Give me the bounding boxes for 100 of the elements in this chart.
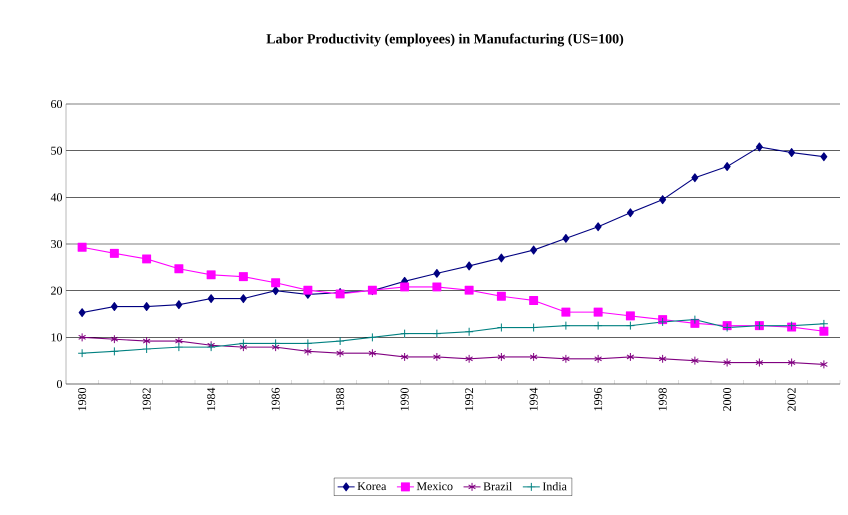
point [820,360,828,369]
point [691,173,698,182]
point [466,261,473,270]
point [142,254,152,264]
point [819,326,828,336]
point [562,234,570,243]
point [110,346,119,356]
y-tick-label: 40 [50,193,62,202]
point [174,264,184,274]
point [110,302,118,312]
point [561,321,570,330]
point [175,300,182,310]
x-tick-label: 2002 [788,388,796,411]
point [690,315,700,324]
point [755,358,764,368]
point [497,352,506,362]
point [238,272,248,282]
point [626,321,635,330]
point [820,152,828,162]
y-tick-label: 0 [56,380,62,388]
point [498,254,505,262]
point [303,286,312,295]
point [594,308,603,317]
point [142,344,152,354]
point [400,282,410,292]
point [78,348,87,358]
point [594,222,602,232]
point [723,358,732,368]
point [529,296,538,305]
point [756,142,763,152]
y-tick-label: 30 [51,240,62,248]
point [562,354,570,364]
point [174,342,184,352]
legend-label: Korea [358,482,386,490]
point [400,329,410,338]
point [658,354,667,364]
point [368,348,376,358]
point [432,329,442,338]
point [110,248,119,258]
point [143,302,150,312]
point [433,268,440,278]
x-tick-label: 2000 [723,388,732,411]
point [238,338,248,348]
point [788,148,796,158]
point [78,332,86,342]
point [530,246,538,255]
point [465,354,474,364]
point [626,208,634,218]
legend-label: Mexico [416,482,453,490]
point [142,336,151,346]
point [303,338,312,348]
point [240,294,247,304]
point [724,162,731,172]
point [110,334,118,344]
y-tick-label: 20 [51,286,62,295]
point [336,348,344,358]
legend-label: India [542,482,567,490]
point [594,354,602,364]
x-tick-label: 1992 [465,388,474,410]
point [368,332,377,342]
point [272,286,280,296]
x-tick-label: 1994 [530,388,538,410]
point [496,292,506,301]
point [690,356,699,366]
point [464,327,474,336]
x-tick-label: 1980 [78,388,86,410]
point [819,319,828,328]
x-tick-label: 1996 [594,388,602,410]
x-tick-label: 1982 [142,388,151,410]
y-tick-label: 60 [51,100,62,108]
y-tick-label: 10 [52,333,62,342]
x-tick-label: 1986 [272,388,280,410]
point [626,352,634,362]
x-tick-label: 1990 [400,388,409,410]
point [594,321,603,330]
y-tick-label: 50 [51,146,62,155]
chart-title: Labor Productivity (employees) in Manufacturing (US=100) [266,34,624,46]
point [336,336,345,346]
point [271,278,280,288]
point [432,352,441,362]
point [432,282,442,292]
point [659,195,666,204]
point [271,338,280,348]
point [400,352,409,362]
point [561,308,570,317]
point [208,294,215,304]
x-tick-label: 1998 [658,388,667,410]
x-tick-label: 1988 [336,388,344,410]
point [206,270,216,280]
point [304,346,312,356]
point [464,286,474,295]
point [174,336,183,346]
point [788,358,796,368]
point [530,352,538,362]
x-tick-label: 1984 [207,388,216,410]
legend-label: Brazil [483,482,512,490]
point [78,308,86,318]
point [626,311,635,320]
point [78,242,87,252]
point [239,342,248,352]
